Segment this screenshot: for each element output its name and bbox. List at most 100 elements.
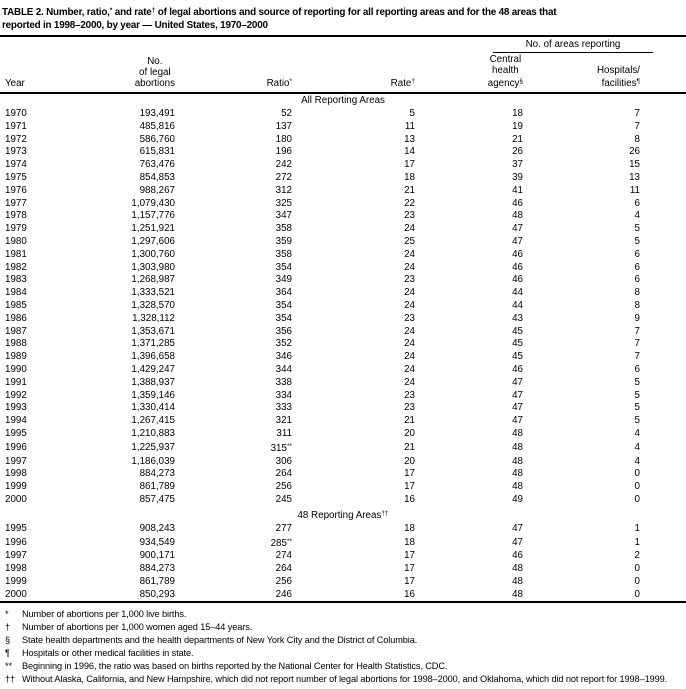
cell-year: 1970 xyxy=(5,108,27,119)
cell-ratio: 354 xyxy=(275,261,292,273)
cell-year: 1973 xyxy=(5,146,27,158)
cell-rate: 24 xyxy=(404,248,415,260)
table-row: 1978 1,157,776 347 23 48 4 xyxy=(0,210,686,223)
ratio-column-header: Ratio* xyxy=(175,53,292,94)
cell-rate: 14 xyxy=(404,146,415,158)
cell-central-health-agency: 47 xyxy=(512,522,523,534)
cell-rate: 24 xyxy=(404,287,415,299)
title-text: TABLE 2. Number, ratio, xyxy=(2,7,110,18)
cell-no-of-legal-abortions: 1,251,921 xyxy=(131,223,175,235)
footnote-text: Without Alaska, California, and New Hamp… xyxy=(22,674,668,685)
cell-central-health-agency: 44 xyxy=(512,287,523,299)
cell-year: 1983 xyxy=(5,274,27,286)
cell-hospitals-facilities: 6 xyxy=(634,363,640,375)
cell-central-health-agency: 44 xyxy=(512,299,523,311)
central-header-line: Central xyxy=(489,54,522,65)
cell-ratio: 311 xyxy=(276,427,292,439)
cell-no-of-legal-abortions: 1,328,112 xyxy=(132,312,175,324)
table-row: 1997 1,186,039 306 20 48 4 xyxy=(0,456,686,469)
cell-rate: 24 xyxy=(404,363,415,375)
cell-ratio: 312 xyxy=(275,184,292,196)
footnote-marker: ¶ xyxy=(5,648,10,659)
footnote-text: Number of abortions per 1,000 women aged… xyxy=(22,622,253,633)
footnote-marker: § xyxy=(5,635,11,646)
cell-hospitals-facilities: 7 xyxy=(634,325,640,337)
cell-rate: 17 xyxy=(404,481,415,493)
table-row: 2000 850,293 246 16 48 0 xyxy=(0,589,686,603)
cell-ratio: 358 xyxy=(275,223,292,235)
cell-central-health-agency: 46 xyxy=(512,248,523,260)
cell-rate: 24 xyxy=(404,338,415,350)
cell-year: 1995 xyxy=(5,427,27,439)
cell-no-of-legal-abortions: 586,760 xyxy=(139,133,175,145)
cell-hospitals-facilities: 0 xyxy=(634,493,640,505)
title-footnote-marker-dagger: † xyxy=(151,7,156,14)
cell-central-health-agency: 48 xyxy=(512,210,523,222)
table-row: 1975 854,853 272 18 39 13 xyxy=(0,172,686,185)
cell-year: 1987 xyxy=(5,325,27,337)
cell-year: 1972 xyxy=(5,133,27,145)
cell-central-health-agency: 47 xyxy=(512,415,523,427)
cell-year: 1982 xyxy=(5,261,27,273)
cell-central-health-agency: 46 xyxy=(512,261,523,273)
cell-no-of-legal-abortions: 1,388,937 xyxy=(131,376,175,388)
ratio-value-footnote-marker: ** xyxy=(286,537,292,545)
cell-year: 1999 xyxy=(5,575,27,587)
cell-rate: 23 xyxy=(404,274,415,286)
cell-central-health-agency: 47 xyxy=(512,235,523,247)
ratio-value-footnote-marker: ** xyxy=(286,442,292,450)
table-row: 1979 1,251,921 358 24 47 5 xyxy=(0,223,686,236)
table-row: 1971 485,816 137 11 19 7 xyxy=(0,121,686,134)
cell-central-health-agency: 48 xyxy=(512,588,523,600)
central-health-agency-column-header: Central health agency§ xyxy=(415,53,523,94)
footnote-marker: * xyxy=(5,609,9,620)
cell-rate: 18 xyxy=(404,522,415,534)
cell-rate: 17 xyxy=(404,550,415,562)
cell-rate: 21 xyxy=(404,415,415,427)
cell-hospitals-facilities: 7 xyxy=(634,108,640,119)
cell-hospitals-facilities: 6 xyxy=(634,261,640,273)
cell-year: 1981 xyxy=(5,248,27,260)
cell-no-of-legal-abortions: 861,789 xyxy=(139,481,175,493)
cell-rate: 23 xyxy=(404,210,415,222)
cell-central-health-agency: 45 xyxy=(512,325,523,337)
cell-year: 1975 xyxy=(5,171,27,183)
cell-rate: 24 xyxy=(404,351,415,363)
cell-central-health-agency: 48 xyxy=(512,481,523,493)
hospitals-footnote-marker: ¶ xyxy=(636,78,641,85)
cell-year: 1971 xyxy=(5,120,27,132)
cell-rate: 22 xyxy=(404,197,415,209)
cell-year: 1997 xyxy=(5,550,27,562)
section-heading-row: 48 Reporting Areas†† xyxy=(0,507,686,523)
cell-hospitals-facilities: 5 xyxy=(634,235,640,247)
cell-hospitals-facilities: 0 xyxy=(634,563,640,575)
cell-no-of-legal-abortions: 884,273 xyxy=(139,563,175,575)
table-title: TABLE 2. Number, ratio,* and rate† of le… xyxy=(0,3,686,37)
cell-rate: 5 xyxy=(409,108,415,119)
cell-central-health-agency: 46 xyxy=(512,550,523,562)
cell-no-of-legal-abortions: 485,816 xyxy=(139,120,175,132)
table-row: 1995 908,243 277 18 47 1 xyxy=(0,523,686,536)
cell-ratio: 334 xyxy=(275,389,292,401)
cell-ratio: 246 xyxy=(275,588,292,600)
cell-year: 1995 xyxy=(5,522,27,534)
title-text: and rate xyxy=(112,7,152,18)
cell-central-health-agency: 46 xyxy=(512,274,523,286)
table-title-line-2: reported in 1998–2000, by year — United … xyxy=(2,20,268,31)
cell-no-of-legal-abortions: 1,429,247 xyxy=(131,363,175,375)
cell-central-health-agency: 47 xyxy=(512,376,523,388)
cell-ratio: 347 xyxy=(275,210,292,222)
cell-no-of-legal-abortions: 1,297,606 xyxy=(131,235,175,247)
footnote-text: Hospitals or other medical facilities in… xyxy=(22,648,194,659)
cell-central-health-agency: 48 xyxy=(512,455,523,467)
footnote-text: Number of abortions per 1,000 live birth… xyxy=(22,609,187,620)
table-row: 1995 1,210,883 311 20 48 4 xyxy=(0,428,686,441)
cell-no-of-legal-abortions: 854,853 xyxy=(139,171,175,183)
cell-no-of-legal-abortions: 1,328,570 xyxy=(131,299,175,311)
cell-ratio: 196 xyxy=(275,146,292,158)
section-heading: All Reporting Areas xyxy=(0,93,686,108)
cell-no-of-legal-abortions: 908,243 xyxy=(139,522,175,534)
cell-no-of-legal-abortions: 861,789 xyxy=(139,575,175,587)
hospitals-facilities-column-header: Hospitals/facilities¶ xyxy=(523,53,686,94)
cell-ratio: 274 xyxy=(275,550,292,562)
